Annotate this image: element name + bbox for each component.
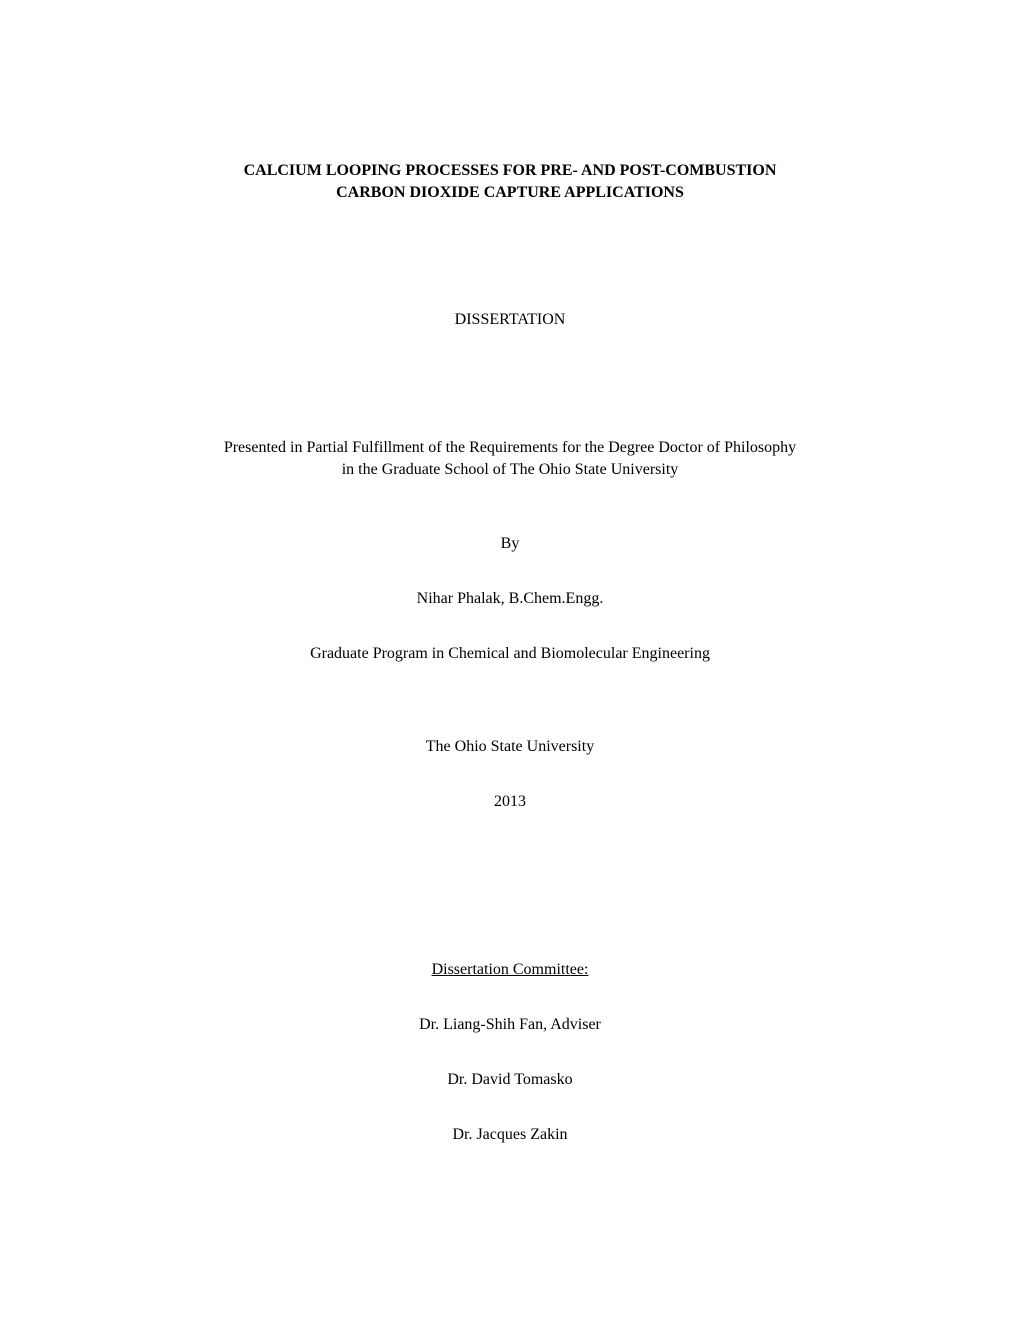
document-type: DISSERTATION (130, 311, 890, 329)
committee-member: Dr. Jacques Zakin (130, 1126, 890, 1144)
author-name: Nihar Phalak, B.Chem.Engg. (130, 590, 890, 608)
fulfillment-line-1: Presented in Partial Fulfillment of the … (130, 437, 890, 459)
graduate-program: Graduate Program in Chemical and Biomole… (130, 645, 890, 663)
committee-heading: Dissertation Committee: (130, 961, 890, 979)
committee-member: Dr. David Tomasko (130, 1071, 890, 1089)
year: 2013 (130, 793, 890, 811)
title-line-2: CARBON DIOXIDE CAPTURE APPLICATIONS (130, 182, 890, 204)
fulfillment-line-2: in the Graduate School of The Ohio State… (130, 459, 890, 481)
title-page: CALCIUM LOOPING PROCESSES FOR PRE- AND P… (0, 0, 1020, 1281)
fulfillment-statement: Presented in Partial Fulfillment of the … (130, 437, 890, 480)
by-label: By (130, 535, 890, 553)
committee-member-adviser: Dr. Liang-Shih Fan, Adviser (130, 1016, 890, 1034)
title-line-1: CALCIUM LOOPING PROCESSES FOR PRE- AND P… (130, 160, 890, 182)
dissertation-title: CALCIUM LOOPING PROCESSES FOR PRE- AND P… (130, 160, 890, 203)
university-name: The Ohio State University (130, 738, 890, 756)
